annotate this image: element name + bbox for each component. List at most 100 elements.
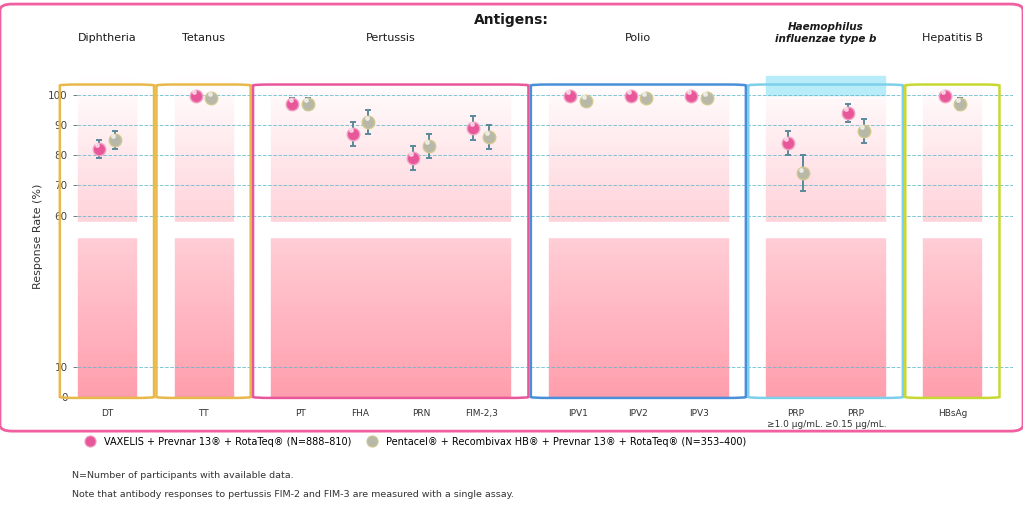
- Bar: [924, 392, 981, 397]
- Bar: [78, 301, 136, 306]
- Bar: [549, 269, 727, 274]
- Bar: [78, 237, 136, 242]
- Bar: [78, 279, 136, 285]
- Bar: [549, 119, 727, 125]
- Bar: [766, 130, 885, 135]
- Text: IPV1: IPV1: [568, 409, 588, 418]
- Text: DT: DT: [101, 409, 114, 418]
- Bar: [78, 285, 136, 290]
- Bar: [175, 76, 232, 82]
- Bar: [549, 173, 727, 178]
- Bar: [78, 135, 136, 140]
- Bar: [924, 317, 981, 322]
- Bar: [924, 135, 981, 140]
- Bar: [549, 354, 727, 359]
- Bar: [78, 226, 136, 232]
- Bar: [549, 82, 727, 87]
- Bar: [175, 194, 232, 200]
- Bar: [924, 140, 981, 146]
- Bar: [766, 210, 885, 215]
- Bar: [175, 98, 232, 103]
- Bar: [766, 76, 885, 82]
- Bar: [271, 87, 510, 93]
- Bar: [175, 274, 232, 279]
- Bar: [175, 285, 232, 290]
- Bar: [175, 279, 232, 285]
- Bar: [175, 114, 232, 119]
- Bar: [271, 199, 510, 205]
- Bar: [78, 349, 136, 354]
- Bar: [271, 232, 510, 237]
- Bar: [924, 108, 981, 114]
- Bar: [549, 258, 727, 264]
- Bar: [175, 354, 232, 359]
- Bar: [78, 87, 136, 93]
- Bar: [175, 312, 232, 317]
- Bar: [78, 386, 136, 392]
- Bar: [924, 221, 981, 226]
- Bar: [271, 125, 510, 130]
- Bar: [271, 103, 510, 108]
- Bar: [924, 344, 981, 349]
- Bar: [78, 376, 136, 381]
- Bar: [271, 151, 510, 157]
- Text: Haemophilus
influenzae type b: Haemophilus influenzae type b: [774, 22, 877, 44]
- Bar: [924, 130, 981, 135]
- Bar: [175, 82, 232, 87]
- Bar: [924, 232, 981, 237]
- Bar: [175, 103, 232, 108]
- Bar: [766, 98, 885, 103]
- Bar: [78, 306, 136, 312]
- Bar: [78, 269, 136, 274]
- Text: TT: TT: [198, 409, 209, 418]
- Bar: [78, 312, 136, 317]
- Bar: [924, 162, 981, 167]
- Text: Diphtheria: Diphtheria: [78, 33, 136, 43]
- Bar: [78, 354, 136, 359]
- Bar: [766, 253, 885, 258]
- Bar: [549, 114, 727, 119]
- Bar: [271, 306, 510, 312]
- Bar: [924, 349, 981, 354]
- Bar: [78, 253, 136, 258]
- Text: HBsAg: HBsAg: [938, 409, 967, 418]
- Bar: [78, 359, 136, 365]
- Bar: [271, 157, 510, 162]
- Bar: [175, 215, 232, 221]
- Bar: [924, 146, 981, 151]
- Bar: [549, 381, 727, 386]
- Bar: [271, 119, 510, 125]
- Bar: [271, 301, 510, 306]
- Bar: [271, 247, 510, 253]
- Bar: [175, 258, 232, 264]
- Bar: [271, 376, 510, 381]
- Bar: [78, 328, 136, 333]
- Bar: [766, 242, 885, 247]
- Bar: [766, 93, 885, 98]
- Bar: [924, 376, 981, 381]
- Bar: [78, 232, 136, 237]
- Bar: [549, 371, 727, 376]
- Bar: [549, 338, 727, 344]
- Bar: [175, 237, 232, 242]
- Bar: [175, 301, 232, 306]
- Bar: [924, 333, 981, 338]
- Bar: [78, 210, 136, 215]
- Bar: [766, 349, 885, 354]
- Bar: [271, 290, 510, 295]
- Bar: [271, 210, 510, 215]
- Bar: [175, 317, 232, 322]
- Text: PT: PT: [295, 409, 306, 418]
- Bar: [766, 333, 885, 338]
- Bar: [78, 215, 136, 221]
- Bar: [78, 189, 136, 194]
- Bar: [549, 146, 727, 151]
- Bar: [78, 199, 136, 205]
- Bar: [78, 93, 136, 98]
- Bar: [766, 87, 885, 93]
- Bar: [766, 82, 885, 87]
- Bar: [271, 189, 510, 194]
- Bar: [766, 189, 885, 194]
- Bar: [924, 295, 981, 301]
- Bar: [766, 215, 885, 221]
